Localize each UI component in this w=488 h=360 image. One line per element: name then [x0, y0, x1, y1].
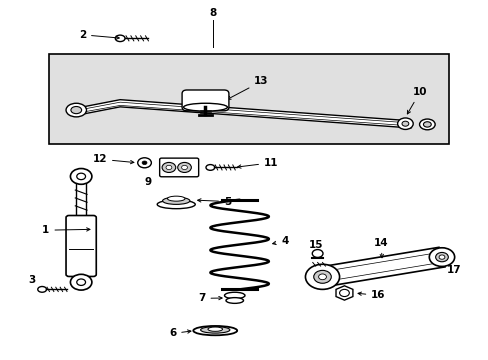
Text: 4: 4: [272, 236, 288, 246]
Circle shape: [438, 255, 444, 259]
Text: 1: 1: [42, 225, 90, 235]
Circle shape: [70, 168, 92, 184]
Circle shape: [162, 162, 175, 172]
Text: 15: 15: [308, 240, 323, 250]
Text: 14: 14: [373, 238, 387, 258]
Ellipse shape: [183, 103, 227, 111]
Circle shape: [165, 165, 171, 170]
Ellipse shape: [71, 107, 81, 114]
Circle shape: [77, 279, 85, 285]
Ellipse shape: [115, 35, 125, 41]
Ellipse shape: [38, 287, 46, 292]
Circle shape: [142, 161, 147, 165]
Circle shape: [339, 289, 348, 297]
Ellipse shape: [224, 292, 244, 299]
Circle shape: [181, 165, 187, 170]
Bar: [49, 54, 448, 144]
Ellipse shape: [66, 103, 86, 117]
Text: 6: 6: [169, 328, 190, 338]
Circle shape: [177, 162, 191, 172]
Text: 5: 5: [197, 197, 231, 207]
Polygon shape: [319, 247, 444, 287]
Circle shape: [70, 274, 92, 290]
Text: 16: 16: [357, 291, 385, 301]
Circle shape: [305, 264, 339, 289]
Ellipse shape: [157, 200, 195, 209]
Ellipse shape: [423, 122, 430, 127]
Circle shape: [401, 121, 408, 126]
Text: 8: 8: [209, 8, 216, 18]
FancyBboxPatch shape: [66, 216, 96, 276]
Ellipse shape: [205, 165, 214, 170]
Text: 9: 9: [144, 177, 151, 187]
Polygon shape: [85, 100, 410, 128]
Circle shape: [313, 270, 330, 283]
Text: 10: 10: [407, 87, 427, 114]
Ellipse shape: [162, 197, 189, 204]
Ellipse shape: [193, 326, 237, 335]
Ellipse shape: [225, 298, 243, 303]
Ellipse shape: [200, 327, 229, 333]
Text: 2: 2: [79, 30, 119, 40]
Circle shape: [318, 274, 326, 280]
Circle shape: [428, 248, 454, 266]
Ellipse shape: [419, 119, 434, 130]
FancyBboxPatch shape: [182, 90, 228, 111]
Text: 3: 3: [29, 275, 36, 285]
Circle shape: [397, 118, 412, 130]
FancyBboxPatch shape: [159, 158, 198, 177]
Text: 11: 11: [237, 158, 278, 168]
Text: 13: 13: [227, 76, 268, 99]
Circle shape: [77, 173, 85, 180]
Circle shape: [435, 252, 447, 262]
Text: 7: 7: [198, 293, 222, 303]
Text: 12: 12: [92, 154, 134, 164]
Circle shape: [138, 158, 151, 168]
Ellipse shape: [167, 196, 184, 201]
Ellipse shape: [207, 327, 222, 331]
Circle shape: [312, 249, 323, 257]
Text: 17: 17: [446, 265, 461, 275]
